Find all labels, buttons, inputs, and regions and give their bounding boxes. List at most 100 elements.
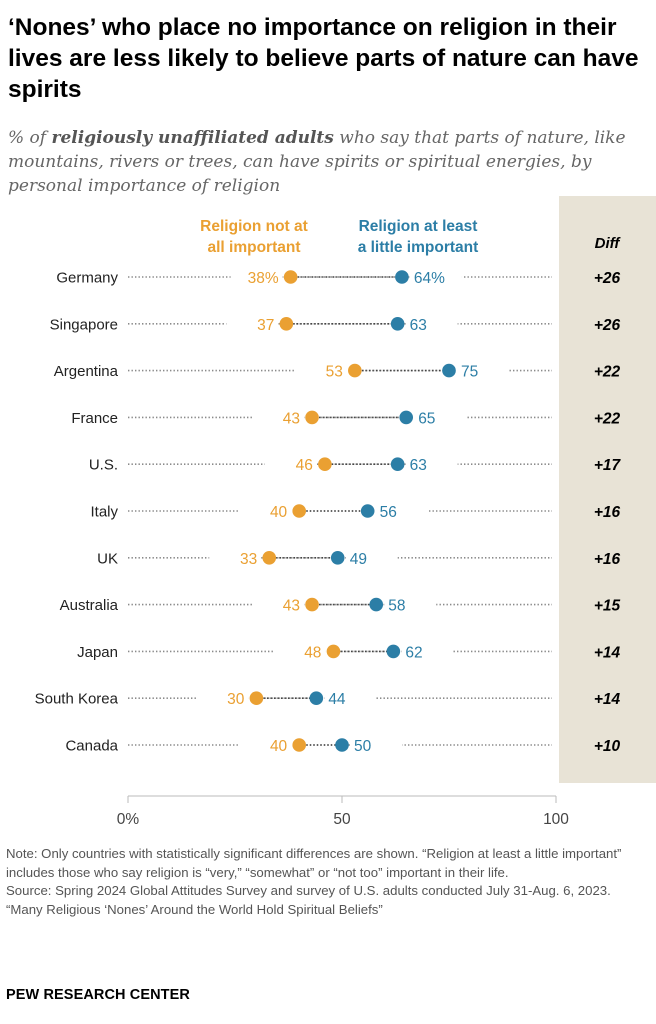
note-text: Note: Only countries with statistically … <box>6 846 622 880</box>
x-tick-label: 0% <box>117 811 140 828</box>
country-label: South Korea <box>35 691 119 708</box>
dot-important <box>399 410 414 425</box>
country-label: Japan <box>77 644 118 661</box>
legend-label-1: a little important <box>358 239 479 256</box>
dot-important <box>309 691 324 705</box>
value-label-important: 64% <box>414 270 445 287</box>
dot-not-important <box>249 691 264 705</box>
diff-value: +14 <box>594 644 621 661</box>
dot-not-important <box>279 317 294 331</box>
dot-not-important <box>262 551 277 565</box>
value-label-important: 65 <box>418 410 435 427</box>
label-bg <box>345 547 398 568</box>
label-bg <box>239 735 292 755</box>
label-bg <box>264 454 317 475</box>
label-bg <box>384 594 437 615</box>
country-label: Singapore <box>50 316 118 333</box>
label-bg <box>294 360 347 381</box>
notes-block: Note: Only countries with statistically … <box>6 845 646 919</box>
diff-column-background <box>559 196 656 783</box>
source-text: Source: Spring 2024 Global Attitudes Sur… <box>6 883 611 899</box>
value-label-important: 63 <box>410 317 427 334</box>
label-bg <box>230 267 283 287</box>
diff-value: +16 <box>594 551 621 568</box>
x-tick-label: 50 <box>333 811 351 828</box>
country-label: U.S. <box>89 457 118 474</box>
value-label-not-important: 40 <box>270 504 288 521</box>
label-bg <box>196 688 249 709</box>
value-label-not-important: 38% <box>248 270 279 287</box>
label-bg <box>226 313 279 334</box>
subtitle-emphasis: religiously unaffiliated adults <box>51 128 334 148</box>
value-label-not-important: 33 <box>240 551 257 568</box>
diff-value: +22 <box>594 410 621 427</box>
dot-important <box>330 551 345 565</box>
diff-header: Diff <box>595 235 622 252</box>
label-bg <box>324 688 377 709</box>
subtitle-suffix: who say that parts of nature, like mount… <box>8 128 626 196</box>
diff-value: +14 <box>594 691 621 708</box>
diff-value: +15 <box>594 598 621 615</box>
dot-important <box>335 738 349 752</box>
country-label: UK <box>97 550 118 567</box>
dot-important <box>369 597 384 612</box>
pew-logo-text: PEW RESEARCH CENTER <box>6 987 190 1003</box>
label-bg <box>252 594 305 615</box>
country-label: Germany <box>56 270 118 287</box>
diff-value: +26 <box>594 270 621 287</box>
dot-important <box>390 317 405 331</box>
value-label-not-important: 30 <box>227 691 245 708</box>
chart-subtitle: % of religiously unaffiliated adults who… <box>8 126 648 198</box>
label-bg <box>375 501 428 521</box>
label-bg <box>457 360 509 381</box>
value-label-not-important: 43 <box>283 598 300 615</box>
value-label-important: 50 <box>354 738 372 755</box>
label-bg <box>239 501 292 521</box>
value-label-important: 63 <box>410 457 427 474</box>
label-bg <box>405 313 458 334</box>
legend-label-0: Religion not at <box>200 218 308 235</box>
value-label-not-important: 40 <box>270 738 288 755</box>
label-bg <box>209 547 262 568</box>
dot-not-important <box>348 363 362 378</box>
value-label-not-important: 46 <box>296 457 313 474</box>
value-label-important: 75 <box>461 364 478 381</box>
dot-important <box>386 644 401 659</box>
legend-label-0: all important <box>207 239 300 256</box>
country-label: Canada <box>65 738 118 755</box>
dot-important <box>360 504 375 518</box>
dot-not-important <box>318 457 332 472</box>
country-label: Italy <box>90 504 118 521</box>
label-bg <box>350 735 402 755</box>
dot-not-important <box>292 738 307 752</box>
value-label-important: 56 <box>380 504 397 521</box>
label-bg <box>409 267 462 287</box>
dot-not-important <box>305 597 319 612</box>
country-label: France <box>71 410 118 427</box>
dot-not-important <box>292 504 307 518</box>
value-label-important: 62 <box>405 644 422 661</box>
subtitle-prefix: % of <box>8 128 52 148</box>
dot-important <box>442 363 456 378</box>
value-label-important: 44 <box>328 691 346 708</box>
diff-value: +10 <box>594 738 621 755</box>
chart-title: ‘Nones’ who place no importance on relig… <box>8 14 639 103</box>
label-bg <box>252 407 305 428</box>
legend-label-1: Religion at least <box>359 218 478 235</box>
label-bg <box>273 641 326 662</box>
label-bg <box>405 454 458 475</box>
diff-value: +26 <box>594 317 621 334</box>
value-label-not-important: 48 <box>304 644 321 661</box>
value-label-not-important: 53 <box>326 364 343 381</box>
dot-important <box>395 270 409 284</box>
diff-value: +22 <box>594 364 621 381</box>
dot-not-important <box>305 410 319 425</box>
value-label-not-important: 37 <box>257 317 274 334</box>
diff-value: +16 <box>594 504 621 521</box>
country-label: Australia <box>60 597 119 614</box>
country-label: Argentina <box>54 363 119 380</box>
dot-important <box>390 457 405 472</box>
label-bg <box>401 641 454 662</box>
x-tick-label: 100 <box>543 811 569 828</box>
dot-not-important <box>326 644 341 659</box>
